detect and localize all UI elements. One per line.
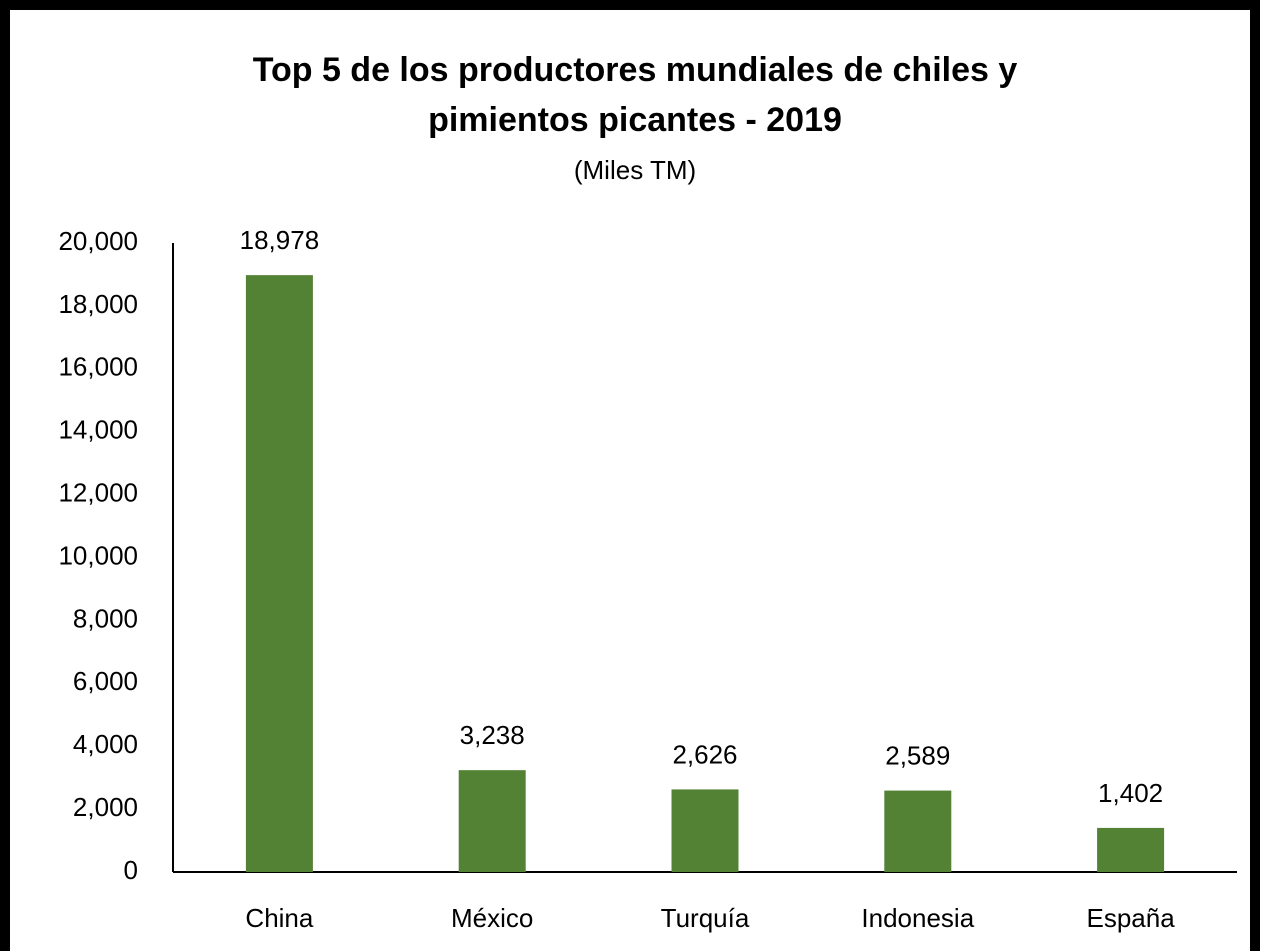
x-tick-label: España [1087,903,1176,933]
data-label: 3,238 [460,720,525,750]
chart-title: pimientos picantes - 2019 [428,101,842,139]
data-label: 2,626 [672,739,737,769]
x-tick-label: México [451,903,533,933]
data-label: 18,978 [240,225,320,255]
bar [884,790,952,872]
y-tick-label: 16,000 [58,352,138,382]
bar [1097,827,1165,872]
y-tick-label: 12,000 [58,477,138,507]
bar [671,789,739,872]
x-tick-label: Turquía [661,903,750,933]
x-tick-label: Indonesia [861,903,974,933]
chart-subtitle: (Miles TM) [574,155,696,185]
y-tick-label: 2,000 [73,792,138,822]
chart-title: Top 5 de los productores mundiales de ch… [253,51,1018,89]
y-tick-label: 6,000 [73,666,138,696]
data-label: 1,402 [1098,778,1163,808]
y-tick-label: 4,000 [73,729,138,759]
y-tick-label: 20,000 [58,226,138,256]
y-tick-label: 8,000 [73,603,138,633]
bar [245,275,313,872]
y-tick-label: 18,000 [58,289,138,319]
y-tick-label: 10,000 [58,540,138,570]
x-tick-label: China [245,903,313,933]
data-label: 2,589 [885,740,950,770]
bar [458,770,526,872]
y-tick-label: 0 [124,855,138,885]
y-tick-label: 14,000 [58,415,138,445]
